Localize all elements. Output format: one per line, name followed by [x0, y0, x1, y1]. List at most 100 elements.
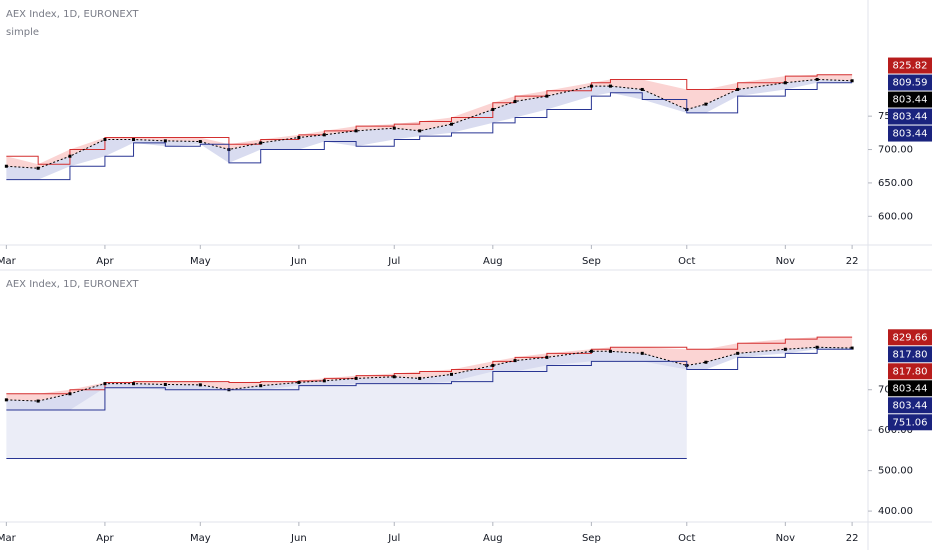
close-dot [392, 126, 396, 130]
close-dot [736, 351, 740, 355]
pane-title: AEX Index, 1D, EURONEXT [6, 9, 139, 20]
price-tag [888, 363, 932, 380]
close-dot [491, 107, 495, 111]
band-fill [6, 337, 853, 402]
close-dot [704, 102, 708, 106]
x-tick-label: Oct [678, 256, 695, 267]
close-dot [513, 359, 517, 363]
close-dot [449, 372, 453, 376]
close-dot [850, 79, 854, 83]
close-dot [132, 138, 136, 142]
y-tick-label: 600.00 [878, 211, 913, 222]
close-dot [418, 129, 422, 133]
price-tag-label: 803.44 [893, 129, 928, 140]
x-tick-label: Sep [582, 533, 601, 544]
x-tick-label: Mar [0, 256, 17, 267]
price-tag-label: 803.44 [893, 95, 928, 106]
pane-title: AEX Index, 1D, EURONEXT [6, 279, 139, 290]
price-tag [888, 57, 932, 74]
close-dot [545, 355, 549, 359]
band-fill [6, 79, 853, 180]
x-tick-label: 22 [846, 533, 859, 544]
close-dot [297, 380, 301, 384]
x-tick-label: Apr [96, 256, 114, 267]
x-tick-label: Nov [776, 533, 796, 544]
close-dot [354, 376, 358, 380]
close-dot [322, 133, 326, 137]
close-dot [36, 166, 40, 170]
close-dot [322, 379, 326, 383]
close-dot [163, 382, 167, 386]
x-tick-label: Apr [96, 533, 114, 544]
close-dot [783, 347, 787, 351]
close-dot [850, 346, 854, 350]
x-tick-label: 22 [846, 256, 859, 267]
x-tick-label: Jun [290, 256, 307, 267]
close-dot [608, 349, 612, 353]
close-dot [103, 138, 107, 142]
envelope-line [6, 336, 853, 395]
close-dot [103, 382, 107, 386]
close-dot [354, 129, 358, 133]
y-tick-label: 600.00 [878, 425, 913, 436]
close-dot [198, 383, 202, 387]
close-line [6, 78, 853, 169]
close-dot [783, 81, 787, 85]
x-tick-label: Jul [387, 533, 400, 544]
x-tick-label: Nov [776, 256, 796, 267]
close-dot [418, 376, 422, 380]
close-dot [259, 141, 263, 145]
x-tick-label: Sep [582, 256, 601, 267]
x-tick-label: May [190, 533, 211, 544]
x-tick-label: Mar [0, 533, 17, 544]
price-tag [888, 414, 932, 431]
price-tag-label: 803.44 [893, 383, 928, 394]
pane-subtitle: simple [6, 27, 39, 38]
close-dot [68, 154, 72, 158]
x-tick-label: Jul [387, 256, 400, 267]
close-dot [704, 360, 708, 364]
price-tag [888, 329, 932, 346]
close-dot [36, 399, 40, 403]
price-tag-label: 809.59 [893, 78, 928, 89]
close-dot [589, 349, 593, 353]
close-dot [513, 99, 517, 103]
band-fill [6, 347, 853, 410]
price-tag [888, 108, 932, 125]
x-tick-label: Aug [483, 533, 503, 544]
y-tick-label: 500.00 [878, 466, 913, 477]
close-dot [640, 351, 644, 355]
close-dot [198, 140, 202, 144]
price-tag [888, 346, 932, 363]
price-tag-label: 803.44 [893, 112, 928, 123]
close-dot [297, 136, 301, 140]
price-tag-label: 803.44 [893, 400, 928, 411]
close-dot [4, 164, 8, 168]
close-dot [608, 84, 612, 88]
envelope-line [6, 348, 853, 411]
x-tick-label: Oct [678, 533, 695, 544]
band-fill [6, 361, 687, 459]
close-dot [449, 122, 453, 126]
price-tag [888, 74, 932, 91]
close-dot [132, 382, 136, 386]
close-dot [491, 363, 495, 367]
close-dot [589, 84, 593, 88]
close-dot [640, 87, 644, 91]
y-tick-label: 650.00 [878, 178, 913, 189]
close-dot [4, 398, 8, 402]
price-tag-label: 751.06 [893, 417, 928, 428]
x-tick-label: Aug [483, 256, 503, 267]
price-tag [888, 397, 932, 414]
close-dot [392, 375, 396, 379]
close-dot [163, 139, 167, 143]
price-tag [888, 380, 932, 397]
price-tag-label: 825.82 [893, 61, 928, 72]
price-tag [888, 91, 932, 108]
y-tick-label: 400.00 [878, 506, 913, 517]
price-tag-label: 829.66 [893, 332, 928, 343]
close-dot [545, 94, 549, 98]
y-tick-label: 700.00 [878, 145, 913, 156]
